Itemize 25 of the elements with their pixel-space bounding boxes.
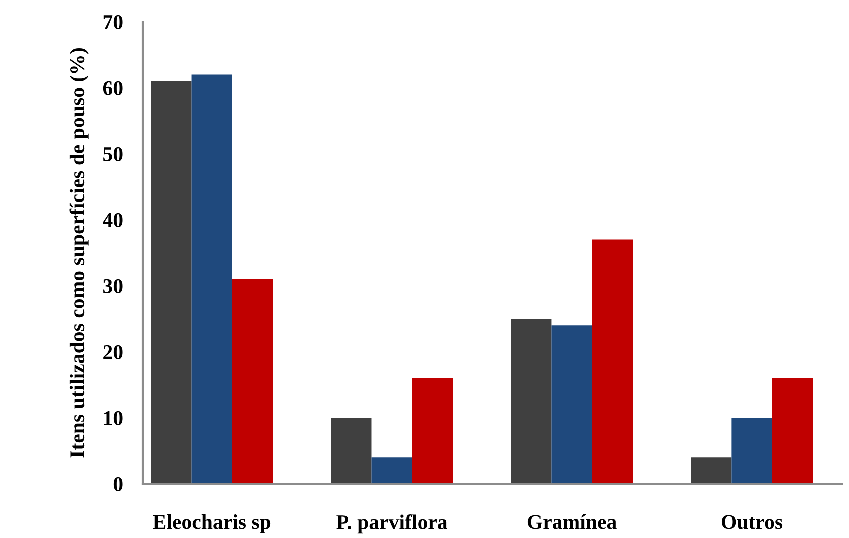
x-tick-label: Outros <box>722 515 783 530</box>
y-tick-label: 70 <box>104 15 123 30</box>
bar <box>151 81 192 484</box>
y-tick-label: 20 <box>104 345 123 360</box>
x-tick-label: P. parviflora <box>336 514 448 534</box>
bar <box>331 418 372 484</box>
bar <box>192 74 232 484</box>
bar <box>552 326 592 484</box>
x-tick-label: Eleocharis sp <box>153 514 271 534</box>
bar <box>772 378 814 484</box>
bar <box>372 458 412 484</box>
y-axis-title: Itens utilizados como superfícies de pouso (%) <box>70 48 89 458</box>
bar <box>232 279 274 484</box>
y-tick-label: 10 <box>104 411 123 426</box>
y-tick-label: 50 <box>104 147 123 162</box>
bar <box>732 418 772 484</box>
bar <box>691 458 732 484</box>
y-tick-label: 40 <box>103 213 123 228</box>
y-tick-label: 0 <box>114 477 123 492</box>
bar <box>511 319 552 484</box>
y-tick-label: 30 <box>104 279 123 294</box>
x-tick-label: Gramínea <box>528 514 617 530</box>
bar <box>412 378 454 484</box>
bar <box>592 240 634 484</box>
y-tick-label: 60 <box>103 81 123 96</box>
